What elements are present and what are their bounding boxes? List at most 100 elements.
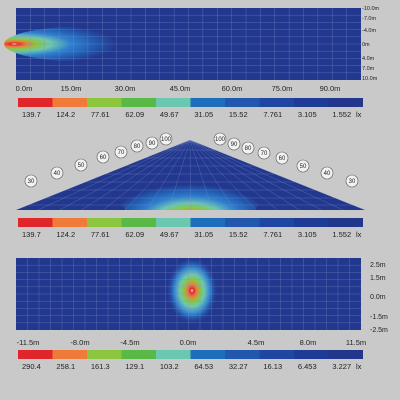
legend-value: 31.05 [194, 110, 213, 119]
grid-line [189, 140, 278, 210]
legend-swatch [294, 350, 329, 359]
legend-value: 3.227 [332, 362, 351, 371]
angle-marker-circle [96, 150, 110, 164]
panel-perspective-view: 30 40 50 60 70 80 90 100 100 90 80 70 60 50 40 30 [16, 132, 365, 210]
grid-line [59, 140, 191, 210]
angle-marker-circle [159, 132, 173, 146]
angle-marker-label: 80 [245, 146, 252, 152]
angle-marker-label: 90 [149, 141, 156, 147]
x-tick-label: 60.0m [222, 84, 243, 93]
legend-value: 124.2 [56, 110, 75, 119]
side-view-y-ticks: -10.0m -7.0m -4.0m 0m 4.0m 7.0m 10.0m [362, 6, 380, 82]
angle-marker-label: 30 [349, 179, 356, 185]
legend-swatch [259, 218, 294, 227]
side-view-x-ticks: 0.0m 15.0m 30.0m 45.0m 60.0m 75.0m 90.0m [16, 84, 341, 93]
legend-value: 258.1 [56, 362, 75, 371]
angle-marker-circle [114, 145, 128, 159]
legend-value: 62.09 [125, 110, 144, 119]
legend-value: 62.09 [125, 230, 144, 239]
angle-marker-circle [24, 174, 38, 188]
angle-marker-circle [145, 136, 159, 150]
y-tick-label: -7.0m [362, 16, 376, 22]
legend-value: 64.53 [194, 362, 213, 371]
x-tick-label: -11.5m [17, 338, 40, 347]
angle-marker-circle [227, 137, 241, 151]
angle-markers: 30 40 50 60 70 80 90 100 100 90 80 70 60 50 40 30 [24, 132, 359, 188]
angle-marker-label: 90 [231, 142, 238, 148]
grid-line [189, 140, 213, 210]
legend-value: 139.7 [22, 230, 41, 239]
angle-marker-label: 70 [261, 151, 268, 157]
y-tick-label: 7.0m [362, 66, 375, 72]
legend-swatch [52, 218, 87, 227]
legend-value: 7.761 [263, 230, 282, 239]
x-tick-label: -4.5m [120, 338, 139, 347]
x-tick-label: 11.5m [346, 338, 366, 347]
angle-marker-label: 100 [215, 137, 226, 143]
x-tick-label: 0.0m [16, 84, 33, 93]
legend-value: 124.2 [56, 230, 75, 239]
x-tick-label: 8.0m [300, 338, 317, 347]
legend-swatch [259, 350, 294, 359]
side-view-grid [16, 8, 361, 80]
legend-value: 15.52 [229, 110, 248, 119]
y-tick-label: -2.5m [370, 327, 388, 334]
angle-marker-label: 100 [161, 137, 172, 143]
legend-value: 3.105 [298, 110, 317, 119]
angle-marker-circle [241, 141, 255, 155]
x-tick-label: 15.0m [61, 84, 82, 93]
grid-line [124, 140, 191, 210]
x-tick-label: 75.0m [272, 84, 293, 93]
grid-line [189, 140, 257, 210]
y-tick-label: -4.0m [362, 28, 376, 34]
legend-value: 32.27 [229, 362, 248, 371]
legend-swatch [87, 350, 122, 359]
legend-swatch [121, 98, 156, 107]
legend-swatch [18, 350, 53, 359]
legend-value: 31.05 [194, 230, 213, 239]
legend-unit: lx [356, 362, 362, 371]
grid-line [189, 140, 300, 210]
grid-line [189, 140, 344, 210]
x-tick-label: 30.0m [115, 84, 136, 93]
legend-value: 6.453 [298, 362, 317, 371]
legend-top-view: 290.4 258.1 161.3 129.1 103.2 64.53 32.27 16.13… [18, 350, 363, 371]
grid-line [103, 140, 191, 210]
legend-value: 1.552 [332, 110, 351, 119]
legend-value: 77.61 [91, 110, 110, 119]
legend-swatch [156, 98, 191, 107]
legend-swatch [328, 98, 363, 107]
legend-swatch [294, 218, 329, 227]
angle-marker-label: 50 [78, 163, 85, 169]
legend-swatch [190, 218, 225, 227]
legend-swatch [121, 218, 156, 227]
legend-swatch [52, 350, 87, 359]
legend-swatch [259, 98, 294, 107]
y-tick-label: 10.0m [362, 76, 378, 82]
legend-value: 161.3 [91, 362, 110, 371]
legend-value: 1.552 [332, 230, 351, 239]
grid-line [81, 140, 191, 210]
legend-swatch [87, 218, 122, 227]
legend-value: 3.105 [298, 230, 317, 239]
legend-value: 290.4 [22, 362, 41, 371]
x-tick-label: 0.0m [180, 338, 197, 347]
legend-value: 77.61 [91, 230, 110, 239]
angle-marker-label: 30 [28, 179, 35, 185]
y-tick-label: 0m [362, 42, 370, 48]
angle-marker-label: 40 [54, 171, 61, 177]
legend-value: 139.7 [22, 110, 41, 119]
angle-marker-label: 60 [100, 155, 107, 161]
legend-value: 103.2 [160, 362, 179, 371]
legend-swatch [156, 350, 191, 359]
angle-marker-label: 80 [134, 144, 141, 150]
legend-swatch [18, 218, 53, 227]
legend-value: 15.52 [229, 230, 248, 239]
y-tick-label: -1.5m [370, 314, 388, 321]
legend-swatch [190, 98, 225, 107]
x-tick-label: 45.0m [170, 84, 191, 93]
panel-side-view: -10.0m -7.0m -4.0m 0m 4.0m 7.0m 10.0m 0.0m 15.0… [4, 6, 380, 93]
legend-value: 49.67 [160, 110, 179, 119]
legend-swatch [156, 218, 191, 227]
legend-value: 49.67 [160, 230, 179, 239]
